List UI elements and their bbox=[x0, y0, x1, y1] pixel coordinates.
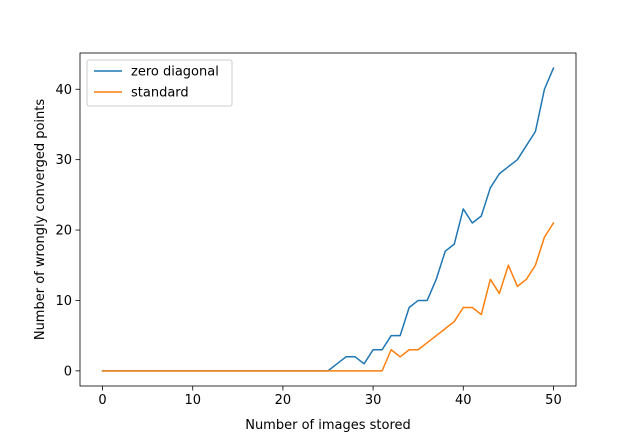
x-tick-label: 50 bbox=[545, 393, 562, 408]
y-tick-label: 0 bbox=[64, 364, 72, 379]
legend: zero diagonal standard bbox=[86, 59, 233, 107]
legend-label-2: standard bbox=[131, 86, 189, 101]
y-tick-label: 40 bbox=[55, 83, 72, 98]
x-axis-label: Number of images stored bbox=[245, 418, 411, 433]
legend-label-1: zero diagonal bbox=[131, 65, 219, 80]
series-line-2 bbox=[101, 221, 555, 372]
x-tick-label: 40 bbox=[455, 393, 472, 408]
y-tick-label: 20 bbox=[55, 224, 72, 239]
x-tick-label: 0 bbox=[98, 393, 106, 408]
series-layer bbox=[101, 67, 555, 372]
y-tick-label: 10 bbox=[55, 294, 72, 309]
series-line-1 bbox=[101, 67, 555, 372]
axes-layer: 0 10 20 30 40 50 0 10 20 30 40 Number of images sto… bbox=[33, 52, 577, 433]
axes-frame bbox=[79, 52, 577, 387]
x-tick-label: 10 bbox=[184, 393, 201, 408]
x-tick-label: 30 bbox=[365, 393, 382, 408]
y-axis-label: Number of wrongly converged points bbox=[33, 99, 48, 341]
legend-frame bbox=[86, 59, 233, 107]
y-tick-label: 30 bbox=[55, 153, 72, 168]
x-tick-label: 20 bbox=[275, 393, 292, 408]
